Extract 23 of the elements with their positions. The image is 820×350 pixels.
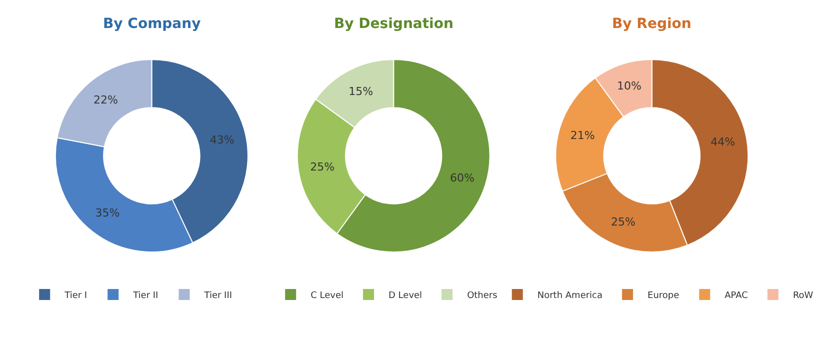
- chart-title: By Region: [612, 16, 692, 32]
- legend-label: Others: [467, 291, 498, 302]
- data-label: 25%: [310, 160, 335, 174]
- data-label: 35%: [95, 206, 120, 220]
- legend-label: North America: [537, 291, 603, 302]
- data-label: 44%: [710, 136, 736, 149]
- legend-label: Tier I: [64, 291, 88, 302]
- legend-label: RoW: [792, 291, 814, 302]
- data-label: 15%: [348, 84, 374, 98]
- chart-title: By Designation: [334, 16, 454, 32]
- legend-label: Europe: [648, 291, 680, 302]
- legend-label: C Level: [310, 291, 344, 302]
- data-label: 43%: [210, 134, 234, 147]
- data-label: 21%: [570, 129, 595, 142]
- legend-label: Tier III: [203, 291, 232, 302]
- legend-label: APAC: [724, 291, 748, 302]
- data-label: 25%: [611, 216, 636, 228]
- data-label: 60%: [450, 172, 474, 185]
- legend-label: D Level: [388, 291, 422, 302]
- data-label: 10%: [616, 79, 642, 92]
- data-label: 22%: [93, 94, 118, 107]
- chart-title: By Company: [103, 16, 201, 32]
- legend-label: Tier II: [132, 291, 158, 302]
